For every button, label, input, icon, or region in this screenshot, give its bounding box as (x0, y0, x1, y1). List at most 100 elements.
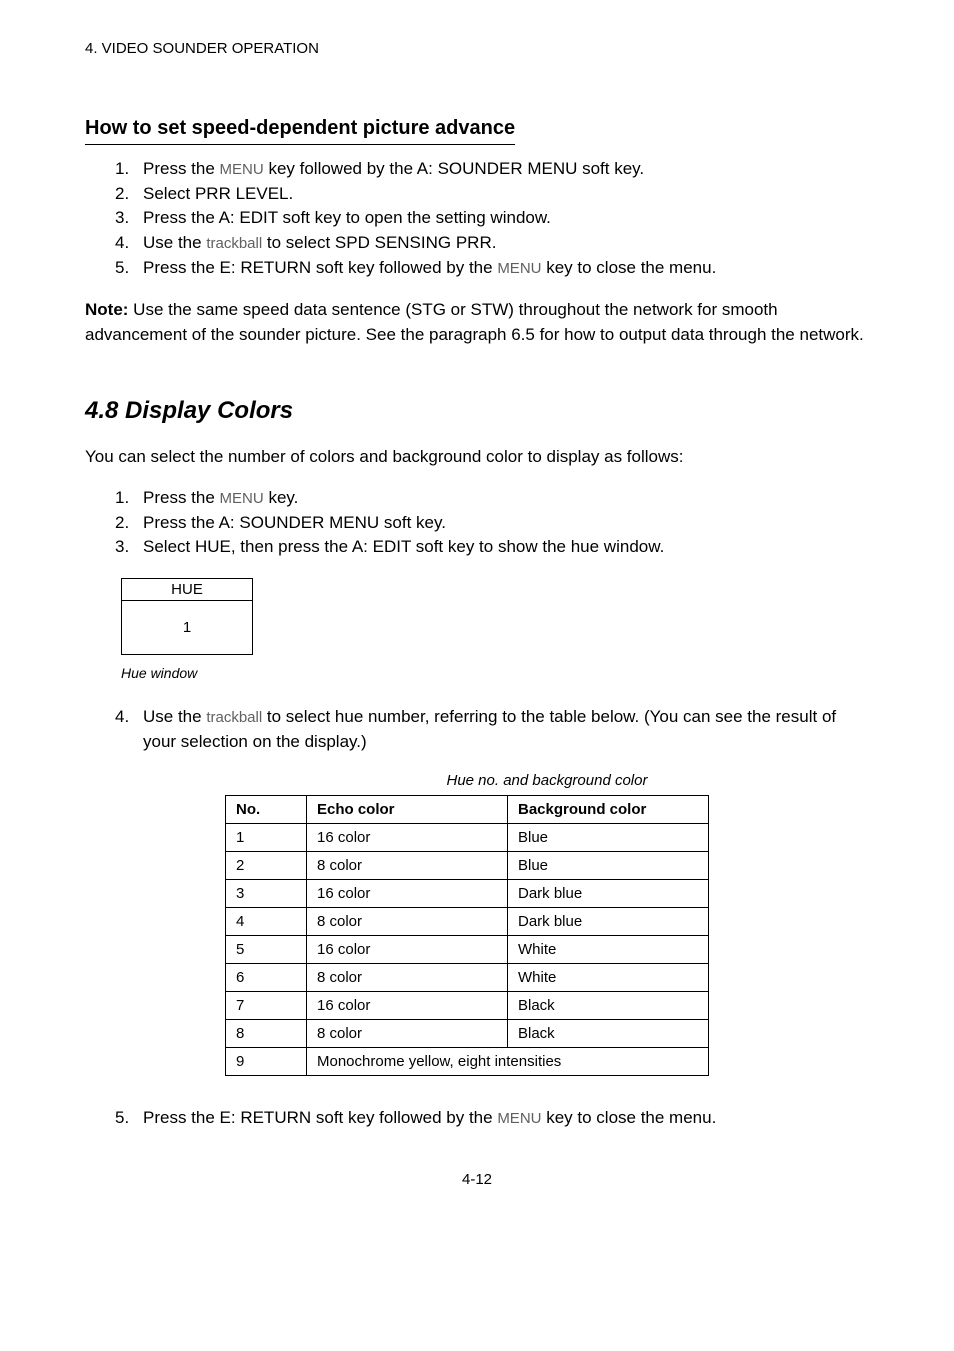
step-item: 4.Use the trackball to select hue number… (115, 705, 869, 754)
key-label: MENU (497, 260, 541, 277)
table-row: 48 colorDark blue (226, 908, 709, 936)
step-number: 5. (115, 256, 129, 281)
cell-bg: Blue (508, 824, 709, 852)
cell-bg: Dark blue (508, 908, 709, 936)
note-paragraph: Note: Use the same speed data sentence (… (85, 298, 869, 347)
hue-window-title: HUE (122, 579, 252, 601)
table-row: 28 colorBlue (226, 852, 709, 880)
step-text: Press the A: SOUNDER MENU soft key. (143, 513, 446, 532)
cell-no: 1 (226, 824, 307, 852)
step-item: 1. Press the MENU key. (115, 486, 869, 511)
step-text: Press the E: RETURN soft key followed by… (143, 258, 497, 277)
table-header-bg: Background color (508, 796, 709, 824)
key-label: trackball (206, 709, 262, 726)
cell-echo: 16 color (307, 936, 508, 964)
hue-window-caption: Hue window (121, 665, 869, 681)
step-text: to select SPD SENSING PRR. (262, 233, 496, 252)
step-text: Select PRR LEVEL. (143, 184, 293, 203)
cell-bg: Black (508, 1020, 709, 1048)
step-item: 3. Select HUE, then press the A: EDIT sof… (115, 535, 869, 560)
steps-list: 4.Use the trackball to select hue number… (85, 705, 869, 754)
cell-no: 8 (226, 1020, 307, 1048)
cell-echo: 16 color (307, 880, 508, 908)
step-item: 3. Press the A: EDIT soft key to open the… (115, 206, 869, 231)
table-header-no: No. (226, 796, 307, 824)
step-text: Use the (143, 233, 206, 252)
cell-no: 7 (226, 992, 307, 1020)
key-label: MENU (220, 161, 264, 178)
cell-echo: Monochrome yellow, eight intensities (307, 1048, 709, 1076)
cell-no: 4 (226, 908, 307, 936)
page-number: 4-12 (85, 1171, 869, 1188)
step-text: key. (264, 488, 299, 507)
note-label: Note: (85, 300, 128, 319)
table-row: 516 colorWhite (226, 936, 709, 964)
step-item: 1. Press the MENU key followed by the A: … (115, 157, 869, 182)
step-number: 4. (115, 705, 129, 730)
step-item: 4. Use the trackball to select SPD SENSIN… (115, 231, 869, 256)
step-text: Select HUE, then press the A: EDIT soft … (143, 537, 664, 556)
steps-list: 5. Press the E: RETURN soft key followed … (85, 1106, 869, 1131)
hue-window: HUE 1 (121, 578, 869, 655)
table-row: 716 colorBlack (226, 992, 709, 1020)
cell-bg: White (508, 936, 709, 964)
step-text: Use the (143, 707, 206, 726)
key-label: MENU (220, 490, 264, 507)
step-text: Press the (143, 488, 220, 507)
cell-bg: Black (508, 992, 709, 1020)
cell-echo: 16 color (307, 824, 508, 852)
step-text: key to close the menu. (541, 1108, 716, 1127)
table-row: 88 colorBlack (226, 1020, 709, 1048)
step-number: 4. (115, 231, 129, 256)
cell-echo: 8 color (307, 852, 508, 880)
step-item: 5. Press the E: RETURN soft key followed … (115, 1106, 869, 1131)
cell-bg: Dark blue (508, 880, 709, 908)
step-text: Press the (143, 159, 220, 178)
section-title: How to set speed-dependent picture advan… (85, 117, 515, 145)
steps-list: 1. Press the MENU key followed by the A: … (85, 157, 869, 280)
step-item: 2. Press the A: SOUNDER MENU soft key. (115, 511, 869, 536)
step-number: 1. (115, 486, 129, 511)
cell-echo: 16 color (307, 992, 508, 1020)
step-number: 3. (115, 206, 129, 231)
table-title: Hue no. and background color (225, 772, 869, 789)
step-item: 5. Press the E: RETURN soft key followed … (115, 256, 869, 281)
cell-bg: Blue (508, 852, 709, 880)
key-label: trackball (206, 235, 262, 252)
step-text: key to close the menu. (541, 258, 716, 277)
cell-no: 9 (226, 1048, 307, 1076)
hue-window-value: 1 (122, 601, 252, 654)
intro-paragraph: You can select the number of colors and … (85, 445, 869, 470)
cell-echo: 8 color (307, 964, 508, 992)
step-number: 2. (115, 182, 129, 207)
table-header-echo: Echo color (307, 796, 508, 824)
cell-no: 2 (226, 852, 307, 880)
key-label: MENU (497, 1110, 541, 1127)
table-row: 316 colorDark blue (226, 880, 709, 908)
table-row: 116 colorBlue (226, 824, 709, 852)
step-text: Press the A: EDIT soft key to open the s… (143, 208, 551, 227)
cell-echo: 8 color (307, 1020, 508, 1048)
hue-table-container: Hue no. and background color No. Echo co… (225, 772, 869, 1076)
step-number: 1. (115, 157, 129, 182)
cell-bg: White (508, 964, 709, 992)
step-item: 2. Select PRR LEVEL. (115, 182, 869, 207)
step-number: 3. (115, 535, 129, 560)
cell-no: 5 (226, 936, 307, 964)
hue-color-table: No. Echo color Background color 116 colo… (225, 795, 709, 1076)
section-display-colors: 4.8 Display Colors You can select the nu… (85, 397, 869, 1130)
cell-no: 6 (226, 964, 307, 992)
step-number: 5. (115, 1106, 129, 1131)
section-speed-advance: How to set speed-dependent picture advan… (85, 117, 869, 347)
table-row: 9Monochrome yellow, eight intensities (226, 1048, 709, 1076)
cell-echo: 8 color (307, 908, 508, 936)
step-text: key followed by the A: SOUNDER MENU soft… (264, 159, 644, 178)
page-header: 4. VIDEO SOUNDER OPERATION (85, 40, 869, 57)
step-number: 2. (115, 511, 129, 536)
steps-list: 1. Press the MENU key. 2. Press the A: SOU… (85, 486, 869, 560)
step-text: Press the E: RETURN soft key followed by… (143, 1108, 497, 1127)
cell-no: 3 (226, 880, 307, 908)
table-row: 68 colorWhite (226, 964, 709, 992)
note-text: Use the same speed data sentence (STG or… (85, 300, 864, 344)
section-heading: 4.8 Display Colors (85, 397, 869, 425)
